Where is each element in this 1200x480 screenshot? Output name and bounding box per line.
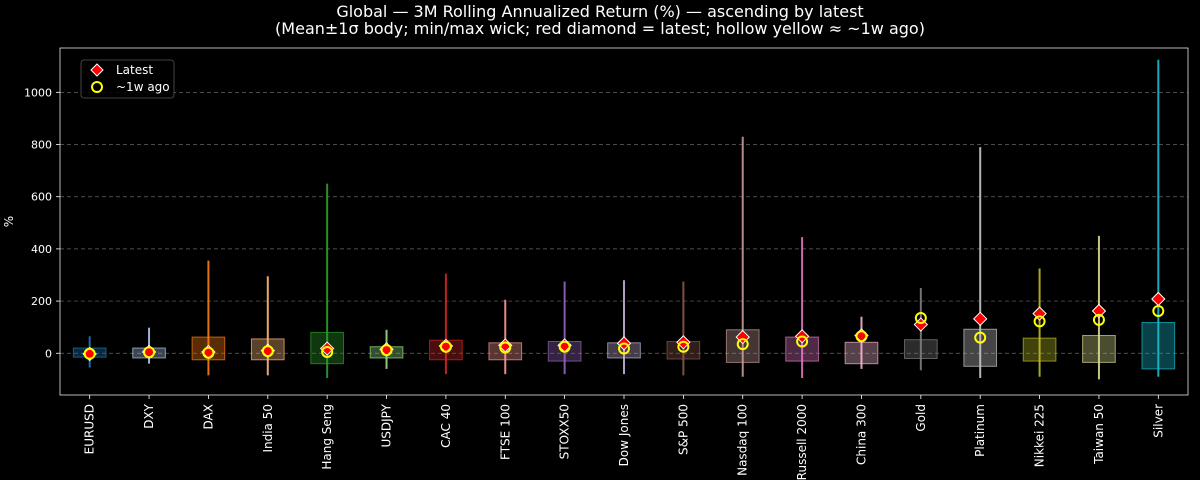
grid-lines: [60, 92, 1188, 354]
week-ago-marker: [736, 338, 749, 351]
x-tick-label: Platinum: [973, 404, 987, 457]
legend: Latest ~1w ago: [80, 59, 175, 99]
body: [844, 341, 879, 365]
week-ago-marker: [1092, 313, 1105, 326]
week-ago-marker: [380, 344, 393, 357]
category-group: [369, 329, 404, 369]
y-tick-label: 200: [31, 295, 52, 308]
body: [1082, 335, 1116, 363]
x-tick-label: DXY: [142, 403, 156, 428]
x-tick-label: DAX: [201, 404, 215, 429]
category-group: [1022, 268, 1057, 377]
week-ago-marker: [1152, 304, 1165, 317]
category-group: [607, 280, 641, 375]
chart-subtitle: (Mean±1σ body; min/max wick; red diamond…: [275, 19, 925, 38]
category-group: [963, 147, 998, 379]
week-ago-marker: [914, 312, 927, 325]
week-ago-marker: [83, 347, 96, 360]
week-ago-marker: [321, 345, 334, 358]
y-axis-label: %: [2, 216, 16, 227]
category-group: [1141, 59, 1176, 377]
x-tick-label: Silver: [1151, 404, 1165, 438]
latest-marker: [913, 317, 929, 332]
body: [904, 339, 938, 359]
category-group: [132, 327, 166, 364]
body: [1141, 321, 1176, 370]
week-ago-marker: [618, 342, 630, 355]
x-tick-label: India 50: [261, 404, 275, 453]
x-tick-label: Dow Jones: [617, 404, 631, 466]
x-tick-label: USDJPY: [380, 403, 394, 447]
x-tick-label: FTSE 100: [498, 404, 512, 460]
category-group: [844, 316, 879, 369]
legend-week-ago-label: ~1w ago: [116, 80, 170, 94]
x-tick-label: Nasdaq 100: [736, 404, 750, 476]
legend-box: [80, 59, 175, 99]
week-ago-marker: [499, 341, 512, 354]
x-tick-label: Taiwan 50: [1092, 404, 1106, 465]
x-tick-label: Gold: [914, 404, 928, 432]
x-tick-label: STOXX50: [558, 404, 572, 459]
body: [963, 328, 998, 367]
week-ago-marker: [677, 340, 690, 353]
latest-marker: [1151, 291, 1166, 307]
category-group: [488, 299, 523, 375]
week-ago-marker: [202, 346, 215, 359]
latest-marker: [973, 311, 988, 327]
latest-marker: [735, 329, 750, 345]
x-tick-label: EURUSD: [83, 404, 97, 454]
x-tick-label: Hang Seng: [320, 404, 334, 470]
legend-latest-marker: [90, 63, 104, 77]
week-ago-marker: [1033, 315, 1046, 328]
y-tick-label: 1000: [24, 86, 52, 99]
x-tick-label: S&P 500: [676, 404, 690, 455]
legend-latest-label: Latest: [116, 63, 153, 77]
week-ago-marker: [558, 340, 571, 353]
body: [1022, 337, 1057, 362]
category-group: [250, 276, 285, 376]
category-group: [904, 288, 938, 371]
category-group: [72, 336, 107, 368]
x-tick-label: Russell 2000: [795, 404, 809, 480]
week-ago-marker: [439, 340, 452, 353]
latest-marker: [319, 341, 335, 356]
chart-marks: [72, 59, 1176, 380]
category-group: [785, 237, 819, 379]
y-tick-label: 800: [31, 139, 52, 152]
chart-title: Global — 3M Rolling Annualized Return (%…: [336, 2, 864, 21]
week-ago-marker: [143, 346, 156, 359]
category-group: [666, 281, 701, 376]
category-group: [310, 183, 344, 379]
category-group: [547, 281, 582, 375]
week-ago-marker: [261, 345, 274, 358]
week-ago-marker: [974, 331, 987, 344]
week-ago-marker: [855, 330, 868, 343]
latest-marker: [1091, 303, 1107, 319]
legend-week-ago-marker: [91, 81, 103, 93]
category-group: [191, 260, 226, 376]
y-tick-label: 0: [45, 347, 52, 360]
x-tick-label: CAC 40: [439, 404, 453, 448]
category-group: [725, 136, 760, 377]
axes: 0 200 400 600 800 1000% EURUSD DXY DAX India 50 Ha…: [2, 47, 1189, 480]
x-tick-label: Nikkei 225: [1033, 404, 1047, 467]
x-tick-label: China 300: [854, 404, 868, 465]
y-tick-label: 600: [31, 191, 52, 204]
category-group: [1082, 235, 1116, 380]
category-group: [429, 273, 463, 375]
y-tick-label: 400: [31, 243, 52, 256]
week-ago-marker: [796, 335, 809, 348]
